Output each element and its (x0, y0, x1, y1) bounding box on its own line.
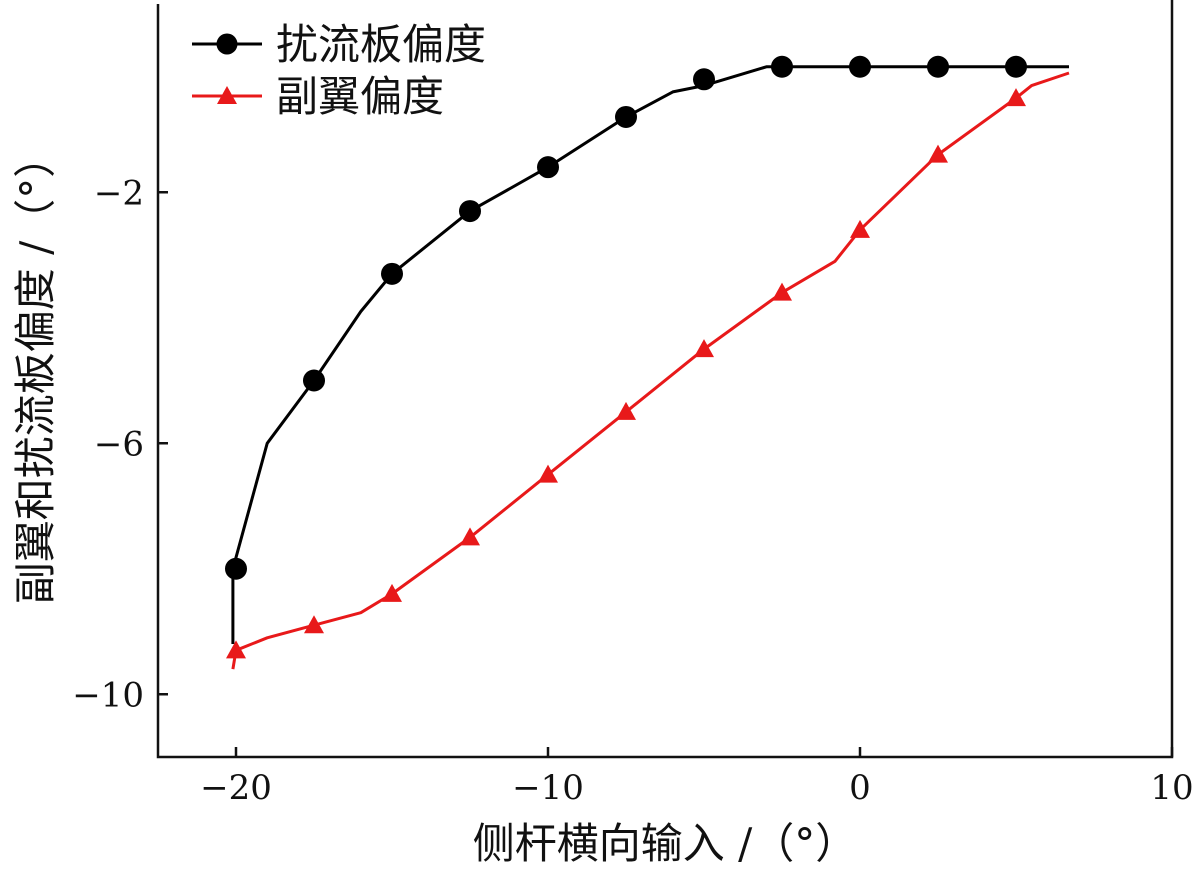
y-tick-label: −10 (72, 675, 144, 715)
legend-label-spoiler: 扰流板偏度 (276, 20, 486, 69)
data-point-aileron (1006, 88, 1026, 107)
x-tick-label: 0 (849, 768, 871, 808)
data-point-aileron (772, 282, 792, 301)
data-point-spoiler (927, 55, 949, 78)
data-point-aileron (538, 464, 558, 483)
data-point-spoiler (225, 557, 247, 580)
data-point-spoiler (459, 200, 481, 223)
data-point-spoiler (849, 55, 871, 78)
y-tick-label: −6 (94, 424, 144, 464)
data-point-spoiler (537, 156, 559, 179)
data-point-spoiler (693, 68, 715, 91)
axes-frame (156, 0, 1174, 759)
data-point-aileron (382, 583, 402, 602)
x-tick-label: −20 (200, 768, 272, 808)
data-point-aileron (226, 640, 246, 659)
data-point-spoiler (381, 262, 403, 285)
x-axis-title: 侧杆横向输入 /（°） (473, 819, 858, 868)
x-tick-label: 10 (1150, 768, 1193, 808)
legend: 扰流板偏度 副翼偏度 (192, 20, 486, 121)
data-point-aileron (304, 615, 324, 634)
legend-marker-triangle (217, 86, 237, 104)
legend-item-aileron: 副翼偏度 (192, 72, 444, 121)
data-point-aileron (460, 527, 480, 546)
data-point-aileron (694, 339, 714, 358)
data-point-spoiler (303, 369, 325, 392)
data-point-aileron (928, 144, 948, 163)
legend-marker-circle (216, 33, 238, 55)
series-line-spoiler (231, 65, 1069, 644)
data-point-spoiler (1005, 55, 1027, 78)
legend-label-aileron: 副翼偏度 (276, 72, 444, 121)
y-axis-title: 副翼和扰流板偏度 /（°） (11, 136, 60, 605)
data-point-spoiler (615, 105, 637, 128)
y-tick-label: −2 (94, 173, 144, 213)
series-markers (225, 55, 1027, 659)
data-point-spoiler (771, 55, 793, 78)
x-ticks: −20 −10 0 10 (200, 747, 1194, 808)
y-ticks: −2 −6 −10 (72, 173, 168, 715)
plot-area: −2 −6 −10 −20 −10 0 10 (72, 0, 1194, 808)
data-point-aileron (616, 401, 636, 420)
legend-item-spoiler: 扰流板偏度 (192, 20, 486, 69)
x-tick-label: −10 (512, 768, 584, 808)
data-point-aileron (850, 219, 870, 238)
